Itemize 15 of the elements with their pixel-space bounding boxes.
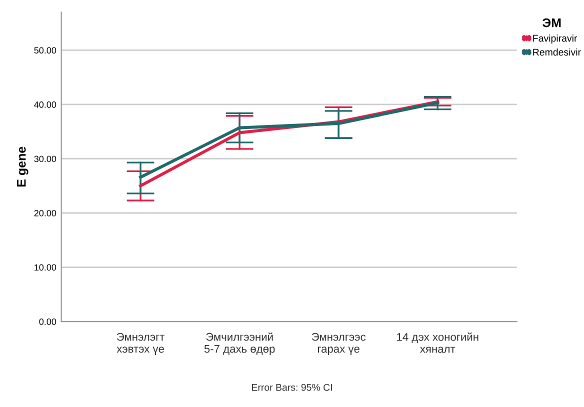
x-tick-label: Эмнэлгээс гарах үе [312,332,366,355]
y-tick-label: 50.00 [34,47,56,54]
y-tick-label: 40.00 [34,101,56,108]
x-tick-label: 14 дэх хоногийн хяналт [397,332,478,353]
y-tick-label: 10.00 [34,264,56,271]
y-tick-label: 0.00 [39,318,56,325]
x-tick-label: Эмчилгээний 5-7 дахь өдөр [204,332,275,355]
text: Error Bars: 95% CI [252,384,332,391]
y-axis-title: E gene [17,146,28,187]
legend-label: Remdesivir [533,48,581,56]
legend-title: ЭМ [542,18,561,28]
legend-label: Favipiravir [533,34,578,44]
y-tick-label: 20.00 [34,210,56,216]
y-tick-label: 30.00 [34,156,56,162]
x-tick-label: Эмнэлэгт хэвтэх үе [116,332,165,355]
